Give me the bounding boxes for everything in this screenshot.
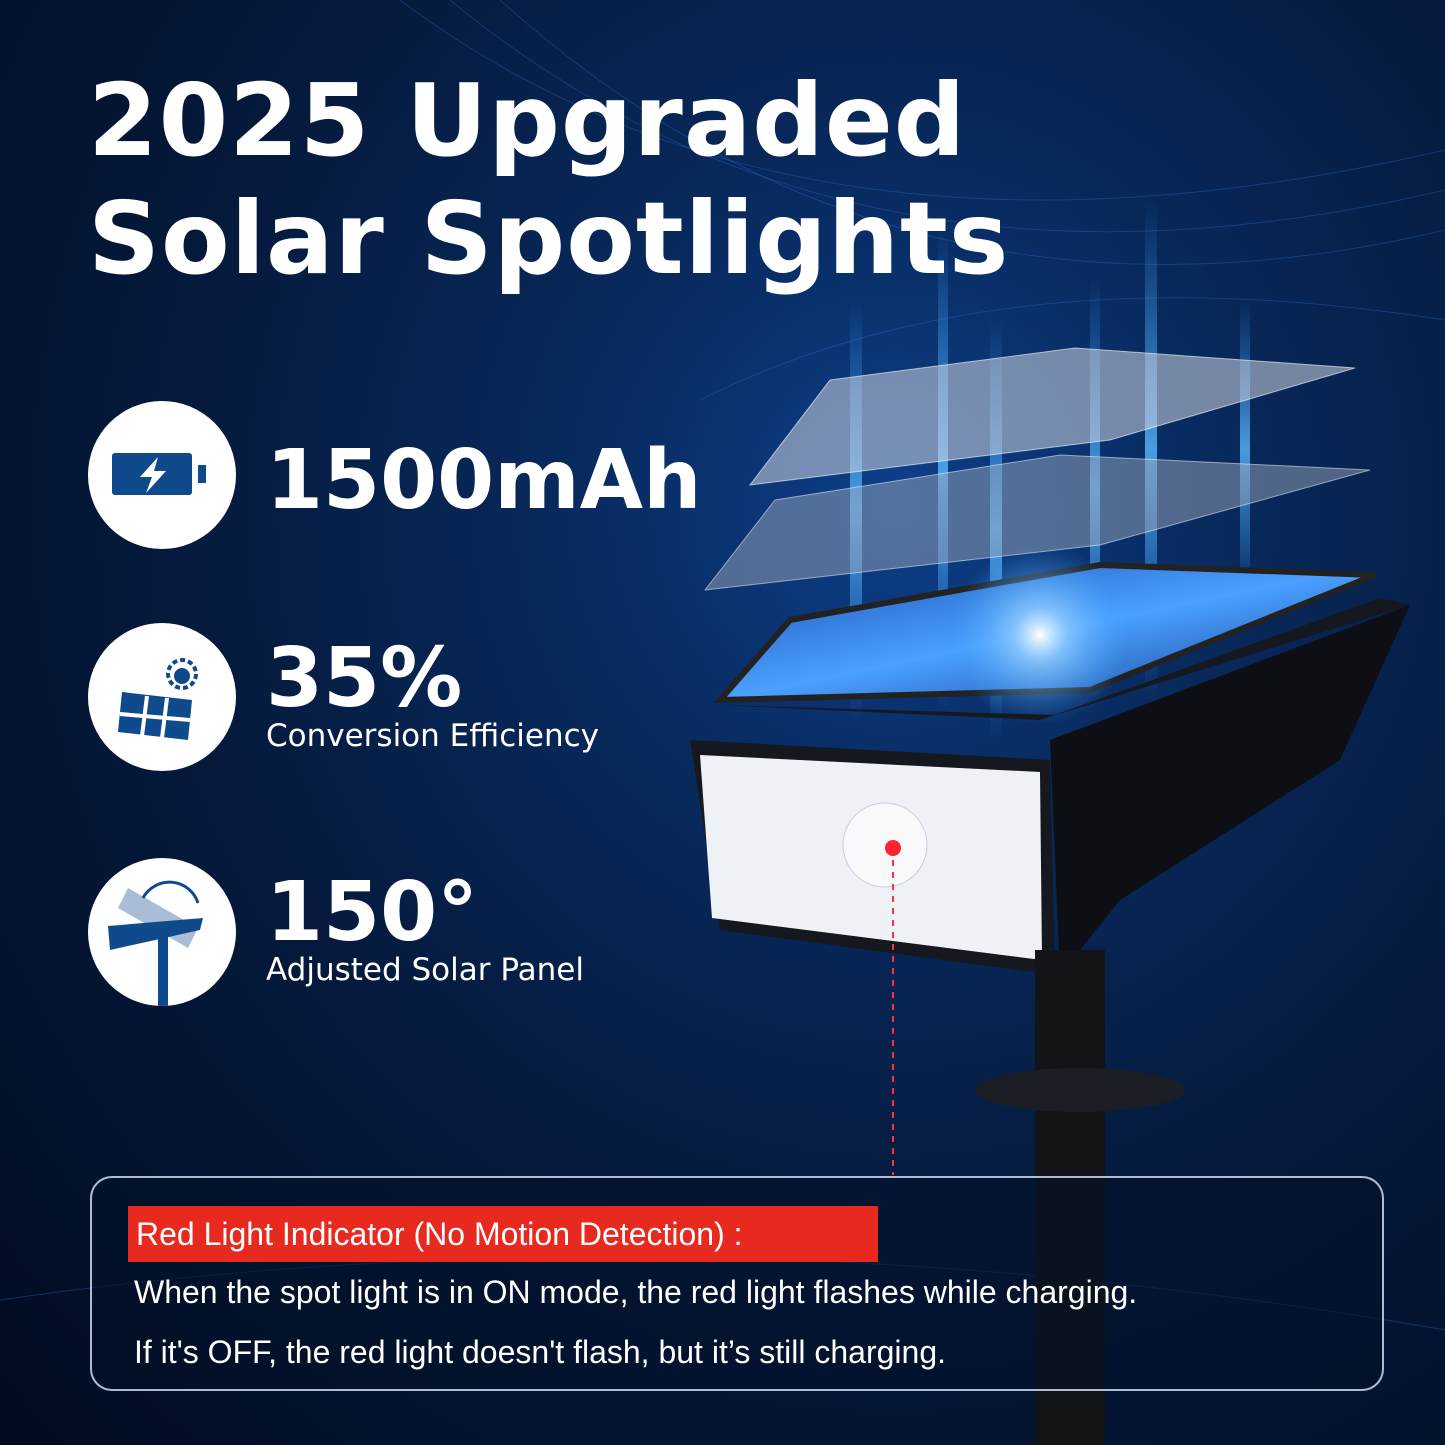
info-box: Red Light Indicator (No Motion Detection…	[90, 1176, 1384, 1391]
red-indicator-light	[885, 840, 901, 856]
angle-label: Adjusted Solar Panel	[266, 952, 584, 988]
light-head	[690, 598, 1410, 975]
battery-charging-icon	[88, 401, 236, 549]
solar-layer-top	[703, 347, 1371, 591]
page-title: 2025 Upgraded Solar Spotlights	[88, 62, 1009, 298]
title-line-2: Solar Spotlights	[88, 180, 1010, 297]
title-line-1: 2025 Upgraded	[88, 62, 967, 179]
angle-value: 150°	[266, 865, 479, 960]
info-line-2: If it's OFF, the red light doesn't flash…	[134, 1334, 946, 1370]
info-line-1: When the spot light is in ON mode, the r…	[134, 1274, 1138, 1310]
info-heading: Red Light Indicator (No Motion Detection…	[128, 1206, 878, 1262]
solar-panel-sun-icon	[88, 623, 236, 771]
battery-capacity: 1500mAh	[266, 433, 702, 528]
solar-panel	[713, 545, 1377, 725]
efficiency-value: 35%	[266, 631, 463, 726]
efficiency-label: Conversion Efficiency	[266, 718, 599, 754]
adjustable-panel-icon	[88, 858, 236, 1006]
